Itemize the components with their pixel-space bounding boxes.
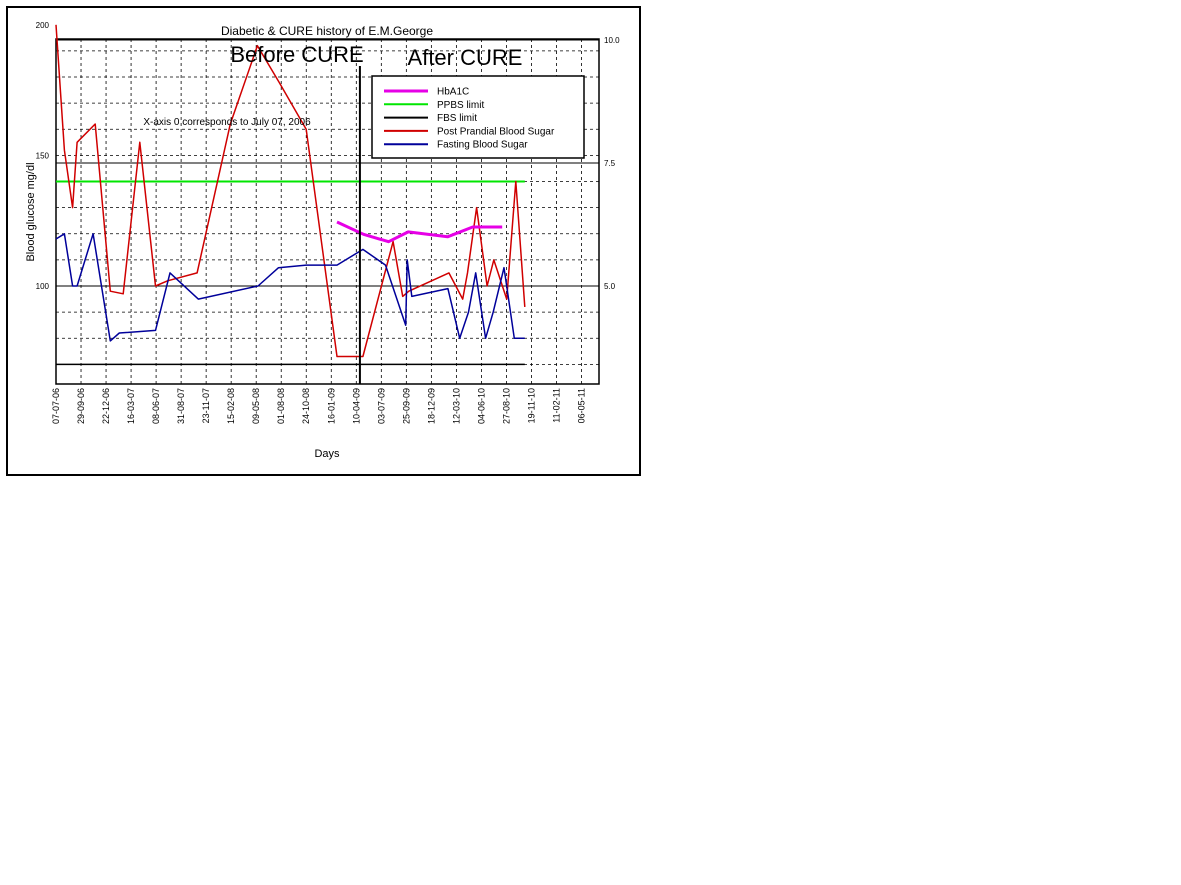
legend: HbA1C PPBS limit FBS limit Post Prandial Bl… xyxy=(371,75,585,159)
x-tick-label: 15-02-08 xyxy=(226,388,236,424)
x-tick-label: 09-05-08 xyxy=(251,388,261,424)
x-tick-label: 04-06-10 xyxy=(476,388,486,424)
series-line-post-prandial-blood-sugar xyxy=(55,24,526,358)
x-tick-label: 12-03-10 xyxy=(451,388,461,424)
legend-items: HbA1C PPBS limit FBS limit Post Prandial Bl… xyxy=(384,87,555,151)
x-tick-label: 31-08-07 xyxy=(176,388,186,424)
legend-label: Fasting Blood Sugar xyxy=(437,140,528,151)
y2-tick-label: 10.0 xyxy=(604,36,620,45)
y2-tick-labels: 5.0 7.5 10.0 xyxy=(604,36,620,291)
plot-border xyxy=(55,38,600,385)
series-line-fasting-blood-sugar xyxy=(55,233,525,342)
x-origin-note: X-axis 0 corresponds to July 07, 2006 xyxy=(143,117,311,128)
after-cure-label: After CURE xyxy=(408,45,523,70)
x-tick-label: 25-09-09 xyxy=(401,388,411,424)
x-tick-label: 08-06-07 xyxy=(151,388,161,424)
x-tick-label: 23-11-07 xyxy=(201,388,211,423)
x-tick-labels: 07-07-06 29-09-06 22-12-06 16-03-07 08-06-07… xyxy=(51,388,587,424)
series-line-hba1c xyxy=(336,220,503,244)
x-tick-label: 27-08-10 xyxy=(501,388,511,424)
y2-tick-label: 5.0 xyxy=(604,282,616,291)
x-tick-label: 01-08-08 xyxy=(276,388,286,424)
y-axis-label: Blood glucose mg/dl xyxy=(25,162,37,261)
legend-label: HbA1C xyxy=(437,87,469,98)
x-tick-label: 10-04-09 xyxy=(351,388,361,424)
y2-tick-label: 7.5 xyxy=(604,159,616,168)
x-tick-label: 06-05-11 xyxy=(577,388,587,423)
x-tick-label: 24-10-08 xyxy=(301,388,311,424)
x-tick-label: 22-12-06 xyxy=(101,388,111,424)
x-tick-label: 29-09-06 xyxy=(76,388,86,424)
x-tick-label: 03-07-09 xyxy=(376,388,386,424)
y-tick-label: 200 xyxy=(36,21,50,30)
x-tick-label: 07-07-06 xyxy=(51,388,61,424)
x-tick-label: 19-11-10 xyxy=(526,388,536,423)
y-tick-label: 100 xyxy=(36,282,50,291)
before-cure-label: Before CURE xyxy=(230,42,363,67)
legend-label: FBS limit xyxy=(437,113,477,124)
legend-label: Post Prandial Blood Sugar xyxy=(437,126,555,137)
x-tick-label: 11-02-11 xyxy=(551,388,561,423)
x-tick-label: 18-12-09 xyxy=(426,388,436,424)
legend-label: PPBS limit xyxy=(437,100,484,111)
chart-title: Diabetic & CURE history of E.M.George xyxy=(221,24,433,38)
x-axis-label: Days xyxy=(314,448,340,460)
y-tick-label: 150 xyxy=(36,151,50,160)
y-tick-labels: 100 150 200 xyxy=(36,21,50,291)
x-tick-label: 16-01-09 xyxy=(326,388,336,424)
x-tick-label: 16-03-07 xyxy=(126,388,136,424)
series-lines xyxy=(55,24,526,366)
